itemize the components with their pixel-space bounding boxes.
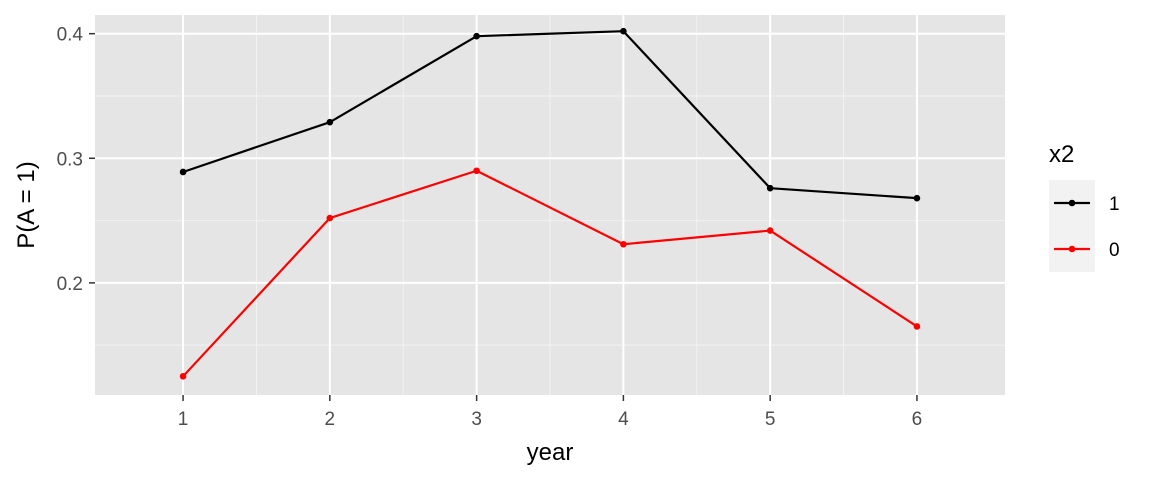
data-point-series-1 [473,32,480,40]
data-point-series-1 [913,194,921,202]
data-point-series-0 [766,227,774,234]
x-tick-label: 2 [325,409,336,430]
y-tick-label: 0.2 [57,274,83,295]
minor-gridlines [95,15,1005,395]
y-axis: 0.2 0.3 0.4 [57,25,95,295]
x-tick-label: 1 [178,409,189,430]
legend-label: 0 [1109,240,1120,261]
x-axis-title: year [527,439,574,466]
legend-key-point-0 [1068,245,1076,253]
legend-label: 1 [1109,194,1120,215]
x-tick-label: 5 [765,409,776,430]
series-line-1 [182,30,918,200]
data-point-series-0 [913,323,921,330]
data-point-series-0 [326,214,334,222]
legend: x2 10 [1049,141,1120,272]
y-axis-title: P(A = 1) [13,161,40,248]
legend-title: x2 [1049,141,1074,168]
data-point-series-1 [620,27,627,35]
series-layer [179,27,921,380]
series-line-0 [182,169,918,378]
data-point-series-1 [179,168,187,176]
y-tick-label: 0.3 [57,149,83,170]
x-tick-label: 6 [912,409,923,430]
x-tick-label: 4 [618,409,629,430]
x-axis: 1 2 3 4 5 6 [178,395,922,430]
y-tick-label: 0.4 [57,25,84,46]
data-point-series-1 [326,118,334,126]
data-point-series-1 [766,184,774,192]
x-tick-label: 3 [471,409,482,430]
data-point-series-0 [179,373,187,380]
legend-keys: 10 [1049,180,1120,272]
data-point-series-0 [473,167,480,175]
data-point-series-0 [620,240,627,248]
legend-key-point-1 [1068,199,1076,207]
